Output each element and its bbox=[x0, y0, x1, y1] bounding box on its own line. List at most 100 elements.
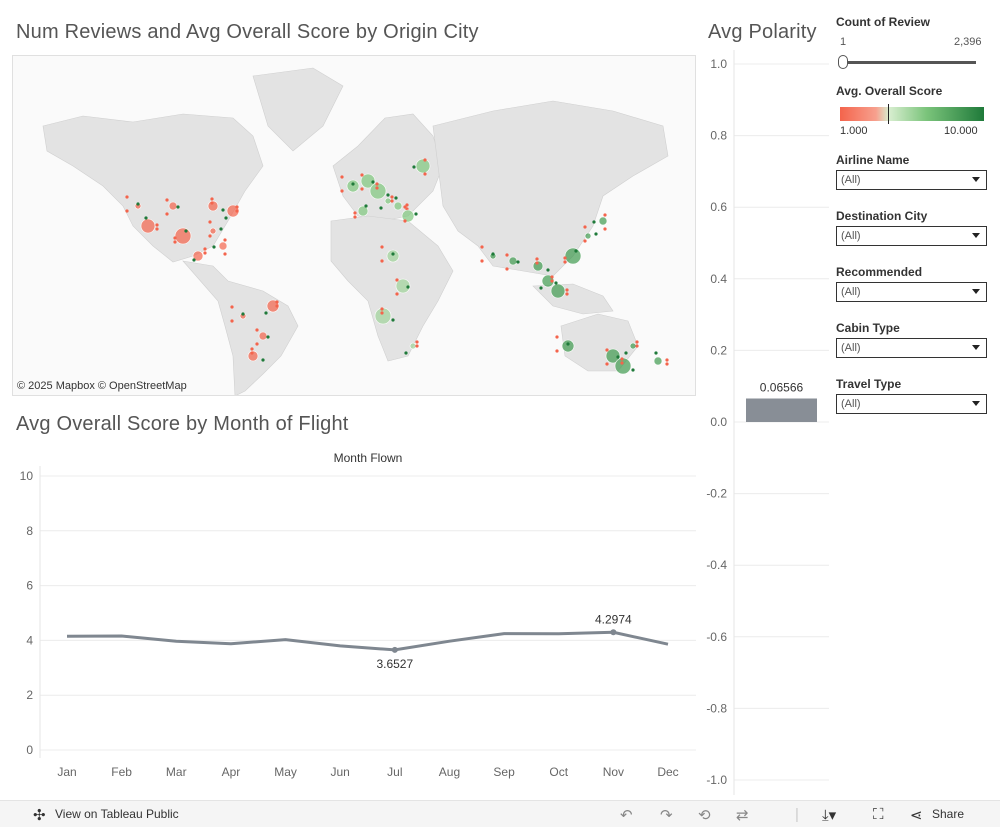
chevron-down-icon bbox=[972, 289, 980, 294]
city-marker bbox=[508, 256, 518, 266]
city-marker bbox=[583, 225, 587, 229]
score-legend-marker bbox=[888, 104, 889, 124]
city-marker bbox=[631, 368, 635, 372]
city-marker bbox=[555, 349, 559, 353]
city-marker bbox=[264, 311, 268, 315]
count-range-slider-handle[interactable] bbox=[838, 55, 848, 69]
y-tick-label: 0.8 bbox=[710, 129, 727, 143]
city-marker bbox=[384, 197, 392, 205]
x-tick-label: Jul bbox=[387, 765, 402, 779]
city-marker bbox=[173, 240, 177, 244]
city-marker bbox=[414, 212, 418, 216]
revert-icon[interactable]: ⟲ bbox=[698, 807, 711, 824]
city-marker bbox=[605, 362, 609, 366]
city-marker bbox=[554, 281, 558, 285]
line-point bbox=[610, 629, 617, 636]
city-marker bbox=[409, 342, 417, 350]
city-marker bbox=[415, 158, 431, 174]
city-marker bbox=[258, 331, 268, 341]
city-marker bbox=[405, 203, 409, 207]
bar-marks: 0.06566 bbox=[746, 380, 817, 422]
y-tick-label: 6 bbox=[26, 579, 33, 593]
y-tick-label: 0.0 bbox=[710, 415, 727, 429]
city-marker bbox=[235, 209, 239, 213]
destination-city-dropdown[interactable]: (All) bbox=[836, 226, 987, 246]
city-marker bbox=[480, 245, 484, 249]
city-marker bbox=[357, 205, 369, 217]
city-marker bbox=[635, 344, 639, 348]
city-marker bbox=[665, 358, 669, 362]
city-marker bbox=[210, 197, 214, 201]
city-marker bbox=[353, 211, 357, 215]
city-marker bbox=[351, 182, 355, 186]
map-attribution[interactable]: © 2025 Mapbox © OpenStreetMap bbox=[17, 380, 187, 392]
bar-chart-title: Avg Polarity bbox=[708, 21, 817, 43]
y-tick-label: -0.2 bbox=[706, 487, 727, 501]
airline-name-dropdown[interactable]: (All) bbox=[836, 170, 987, 190]
tableau-toolbar: ✣ View on Tableau Public ↶ ↷ ⟲ ⇄ | ⤓▾ ⛶ … bbox=[0, 800, 1000, 827]
city-marker bbox=[165, 198, 169, 202]
origin-city-map[interactable]: © 2025 Mapbox © OpenStreetMap bbox=[12, 55, 696, 396]
city-marker bbox=[665, 362, 669, 366]
city-marker bbox=[340, 189, 344, 193]
city-marker bbox=[173, 236, 177, 240]
fullscreen-icon[interactable]: ⛶ bbox=[873, 806, 884, 823]
undo-icon[interactable]: ↶ bbox=[620, 807, 633, 824]
city-marker bbox=[395, 292, 399, 296]
city-marker bbox=[380, 311, 384, 315]
city-marker bbox=[394, 196, 398, 200]
city-marker bbox=[565, 288, 569, 292]
city-marker bbox=[561, 339, 575, 353]
y-tick-label: 10 bbox=[20, 469, 34, 483]
view-on-tableau-public-link[interactable]: View on Tableau Public bbox=[55, 807, 179, 821]
city-marker bbox=[203, 247, 207, 251]
city-marker bbox=[592, 220, 596, 224]
city-marker bbox=[539, 286, 543, 290]
city-marker bbox=[144, 216, 148, 220]
city-marker bbox=[360, 187, 364, 191]
city-marker bbox=[535, 257, 539, 261]
x-tick-label: Jun bbox=[331, 765, 350, 779]
city-marker bbox=[208, 234, 212, 238]
city-marker bbox=[391, 252, 395, 256]
line-point bbox=[391, 646, 398, 653]
refresh-icon[interactable]: ⇄ bbox=[736, 807, 749, 824]
city-marker bbox=[505, 253, 509, 257]
polarity-bar-chart[interactable]: 1.0 0.8 0.6 0.4 0.2 0.0 -0.2 -0.4 -0.6 -0.8 -1.0 0… bbox=[696, 50, 831, 795]
y-tick-label: 2 bbox=[26, 688, 33, 702]
city-marker bbox=[168, 201, 178, 211]
city-marker bbox=[241, 312, 245, 316]
bar-gridlines bbox=[733, 50, 829, 795]
count-range-slider-track[interactable] bbox=[842, 61, 976, 64]
city-marker bbox=[380, 245, 384, 249]
map-canvas[interactable] bbox=[13, 56, 696, 396]
city-marker bbox=[654, 351, 658, 355]
share-button[interactable]: Share bbox=[932, 807, 965, 821]
asia-landmass bbox=[432, 100, 669, 277]
city-marker bbox=[564, 247, 582, 265]
city-marker bbox=[598, 216, 608, 226]
city-marker bbox=[395, 278, 411, 294]
recommended-dropdown[interactable]: (All) bbox=[836, 282, 987, 302]
city-marker bbox=[480, 259, 484, 263]
count-of-review-label: Count of Review bbox=[836, 15, 931, 29]
city-marker bbox=[364, 204, 368, 208]
x-tick-label: Nov bbox=[603, 765, 624, 779]
polarity-bar bbox=[746, 398, 817, 422]
tableau-logo-icon: ✣ bbox=[33, 807, 46, 824]
destination-city-value: (All) bbox=[841, 230, 861, 242]
city-marker bbox=[184, 229, 188, 233]
y-tick-label: -0.8 bbox=[706, 701, 727, 715]
download-icon[interactable]: ⤓▾ bbox=[822, 807, 837, 824]
avg-score-legend-label: Avg. Overall Score bbox=[836, 84, 943, 98]
count-max-value: 2,396 bbox=[954, 36, 982, 48]
share-icon[interactable]: ⋖ bbox=[910, 807, 923, 824]
city-marker bbox=[546, 268, 550, 272]
travel-type-dropdown[interactable]: (All) bbox=[836, 394, 987, 414]
cabin-type-dropdown[interactable]: (All) bbox=[836, 338, 987, 358]
city-marker bbox=[550, 275, 554, 279]
redo-icon[interactable]: ↷ bbox=[660, 807, 673, 824]
city-marker bbox=[203, 251, 207, 255]
monthly-score-line-chart[interactable]: Month Flown 0 2 4 6 8 10 Jan Feb Mar Apr May Jun Ju… bbox=[0, 440, 700, 790]
africa-landmass bbox=[330, 215, 454, 362]
